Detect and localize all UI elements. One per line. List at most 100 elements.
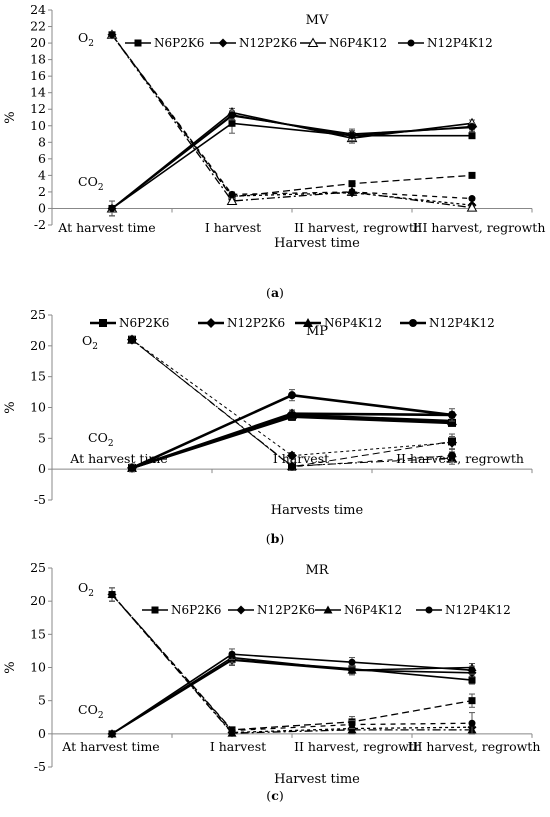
legend-label: N12P2K6 xyxy=(239,36,297,50)
co2-point xyxy=(347,665,357,674)
y-tick-label: 12 xyxy=(30,101,46,116)
o2-point xyxy=(466,202,478,212)
y-tick-label: 25 xyxy=(30,307,46,322)
o2-line xyxy=(111,594,472,734)
legend-marker xyxy=(307,37,319,47)
co2-point xyxy=(228,650,236,658)
co2-point xyxy=(288,391,296,400)
co2-line xyxy=(111,653,473,735)
y-tick-label: 2 xyxy=(38,184,46,199)
panel-label: (c) xyxy=(266,788,283,803)
o2-point xyxy=(347,725,357,734)
co2-point xyxy=(468,123,476,131)
chart-title: MR xyxy=(305,563,329,578)
x-tick-label: I harvest xyxy=(205,220,261,235)
o2-point xyxy=(228,190,236,198)
x-axis-label: Harvest time xyxy=(274,236,360,251)
co2-line xyxy=(111,111,473,210)
o2-point xyxy=(108,31,116,39)
chart-panel-mr: -5 0 5 10 15 20 25 At harvest time I harvest II h… xyxy=(3,560,540,787)
legend-marker xyxy=(99,319,107,327)
o2-point xyxy=(108,591,116,599)
co2-line xyxy=(111,658,473,735)
series-n6p2k6 xyxy=(108,31,476,217)
x-tick-label: II harvest, regrowth xyxy=(294,220,422,235)
co2-point xyxy=(468,676,476,684)
x-tick-label: II harvest, regrowth xyxy=(396,451,524,466)
legend-entry-n6p2k6: N6P2K6 xyxy=(125,36,204,50)
y-tick-label: -5 xyxy=(34,759,46,774)
legend-label: N6P4K12 xyxy=(324,316,382,330)
y-tick-label: 15 xyxy=(30,369,46,384)
y-tick-label: 10 xyxy=(30,400,46,415)
legend-label: N12P4K12 xyxy=(427,36,493,50)
x-tick-label: III harvest, regrowth xyxy=(408,739,541,754)
o2-line xyxy=(111,34,473,200)
x-tick-label: At harvest time xyxy=(61,739,159,754)
legend-marker xyxy=(206,318,216,328)
o2-point xyxy=(128,335,136,344)
o2-point xyxy=(468,195,476,203)
o2-label: O2 xyxy=(78,580,94,599)
x-axis-label: Harvest time xyxy=(274,772,360,787)
co2-point xyxy=(228,119,236,127)
legend-marker xyxy=(218,38,228,48)
legend-label: N6P4K12 xyxy=(329,36,387,50)
co2-point xyxy=(468,666,476,674)
legend-label: N6P2K6 xyxy=(171,603,221,617)
legend-label: N12P2K6 xyxy=(227,316,285,330)
legend-marker xyxy=(409,319,417,327)
legend-label: N6P2K6 xyxy=(154,36,204,50)
y-tick-label: 6 xyxy=(38,151,46,166)
legend-label: N12P2K6 xyxy=(257,603,315,617)
y-tick-label: -2 xyxy=(34,217,46,232)
legend-entry-n12p2k6: N12P2K6 xyxy=(198,316,285,330)
co2-point xyxy=(228,111,236,119)
co2-point xyxy=(348,658,356,666)
panel-label: (a) xyxy=(266,285,284,300)
co2-point xyxy=(128,463,136,472)
legend-label: N6P2K6 xyxy=(119,316,169,330)
o2-point xyxy=(348,721,356,729)
co2-point xyxy=(468,132,476,140)
y-tick-label: 8 xyxy=(38,134,46,149)
co2-line xyxy=(111,656,473,735)
legend-entry-n6p4k12: N6P4K12 xyxy=(300,36,387,50)
x-tick-label: I harvest xyxy=(210,739,266,754)
series-n6p4k12 xyxy=(106,29,478,217)
legend-marker xyxy=(236,605,246,615)
y-tick-label: 20 xyxy=(30,35,46,50)
legend-entry-n12p4k12: N12P4K12 xyxy=(398,36,493,50)
y-tick-label: 10 xyxy=(30,118,46,133)
legend-marker xyxy=(323,605,333,614)
legend-entry-n6p4k12: N6P4K12 xyxy=(295,316,382,330)
y-tick-label: 10 xyxy=(30,660,46,675)
y-tick-label: 24 xyxy=(30,2,46,17)
legend-label: N12P4K12 xyxy=(445,603,511,617)
co2-point xyxy=(108,204,116,212)
y-tick-label: 5 xyxy=(38,430,46,445)
o2-point xyxy=(447,437,457,448)
y-tick-label: 0 xyxy=(38,200,46,215)
y-tick-label: 20 xyxy=(30,338,46,353)
y-tick-label: 15 xyxy=(30,626,46,641)
series-n12p4k12 xyxy=(108,31,476,217)
series-n12p4k12 xyxy=(128,335,456,473)
legend-marker xyxy=(151,606,159,614)
o2-point xyxy=(448,451,456,460)
o2-point xyxy=(228,727,236,735)
o2-point xyxy=(226,195,238,206)
y-tick-label: 20 xyxy=(30,593,46,608)
o2-point xyxy=(288,462,296,471)
x-axis-label: Harvests time xyxy=(271,503,364,518)
x-tick-label: II harvest, regrowth xyxy=(294,739,422,754)
y-tick-label: 14 xyxy=(30,85,46,100)
y-axis-label: % xyxy=(3,661,18,673)
o2-line xyxy=(111,594,473,732)
y-tick-label: 18 xyxy=(30,52,46,67)
legend-entry-n12p2k6: N12P2K6 xyxy=(210,36,297,50)
legend-marker xyxy=(303,318,313,327)
y-tick-label: 16 xyxy=(30,68,46,83)
